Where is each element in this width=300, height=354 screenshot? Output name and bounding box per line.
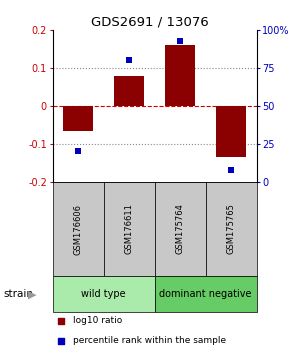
Point bbox=[58, 318, 63, 324]
Text: strain: strain bbox=[3, 289, 33, 299]
Bar bbox=[52, 276, 154, 312]
Point bbox=[178, 38, 182, 44]
Bar bbox=[216, 106, 246, 157]
Point bbox=[229, 167, 233, 172]
Point bbox=[58, 338, 63, 344]
Text: GDS2691 / 13076: GDS2691 / 13076 bbox=[91, 16, 209, 29]
Text: log10 ratio: log10 ratio bbox=[73, 316, 122, 325]
Text: wild type: wild type bbox=[81, 289, 126, 299]
Point bbox=[76, 149, 80, 154]
Point bbox=[127, 58, 131, 63]
Bar bbox=[165, 45, 195, 106]
Text: GSM175764: GSM175764 bbox=[176, 204, 184, 255]
Text: GSM176606: GSM176606 bbox=[74, 204, 82, 255]
Bar bbox=[63, 106, 93, 131]
Bar bbox=[52, 182, 104, 276]
Bar bbox=[206, 182, 256, 276]
Text: percentile rank within the sample: percentile rank within the sample bbox=[73, 336, 226, 346]
Text: dominant negative: dominant negative bbox=[159, 289, 252, 299]
Bar bbox=[103, 182, 154, 276]
Bar bbox=[154, 276, 256, 312]
Text: ▶: ▶ bbox=[28, 289, 36, 299]
Text: GSM175765: GSM175765 bbox=[226, 204, 236, 255]
Bar bbox=[114, 75, 144, 106]
Text: GSM176611: GSM176611 bbox=[124, 204, 134, 255]
Bar bbox=[154, 182, 206, 276]
